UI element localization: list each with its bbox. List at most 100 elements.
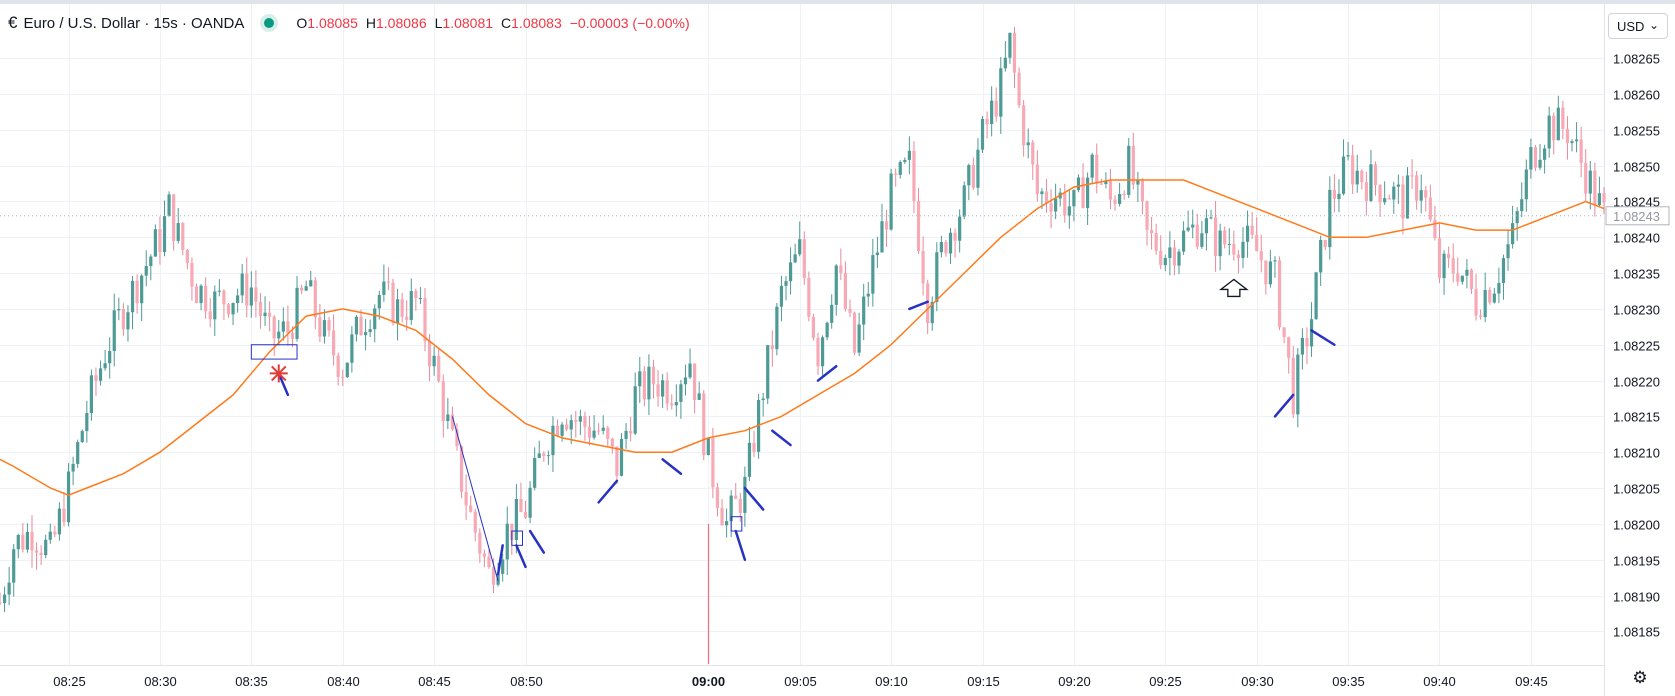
last-price-label: 1.08243 (0, 206, 1670, 226)
candle-body (263, 312, 267, 317)
candle-body (921, 251, 925, 284)
candle-body (1474, 288, 1478, 316)
candle-body (1597, 193, 1602, 206)
price-tick-label: 1.08220 (1613, 375, 1660, 390)
candle-body (1506, 244, 1510, 259)
candle-body (798, 239, 802, 255)
candle-body (501, 559, 505, 574)
candle-body (706, 437, 710, 456)
candle-body (222, 290, 226, 305)
candle-body (135, 280, 139, 304)
candle-body (1524, 169, 1528, 200)
candle-body (1273, 260, 1277, 262)
candle-body (1076, 177, 1081, 191)
candle-body (1259, 251, 1263, 261)
low-value: 1.08081 (442, 15, 494, 31)
candle-body (587, 426, 592, 438)
high-label: H (365, 15, 376, 31)
candle-body (702, 393, 706, 456)
candle-body (679, 384, 683, 402)
candle-body (1172, 247, 1177, 266)
chevron-down-icon: ⌄ (1648, 18, 1659, 32)
candle-body (1501, 258, 1506, 283)
candle-body (852, 312, 857, 353)
candle-body (1465, 269, 1469, 276)
candle-body (437, 355, 441, 382)
candle-body (1401, 184, 1405, 219)
candle-body (578, 416, 582, 422)
candle-body (1579, 139, 1583, 163)
candle-body (1383, 198, 1387, 203)
drawing-tick-line (816, 364, 838, 382)
drawing-tick-line (908, 300, 929, 311)
candle-body (912, 150, 916, 201)
time-tick-label: 08:40 (327, 674, 360, 689)
close-label: C (501, 15, 512, 31)
candle-body (1118, 193, 1122, 204)
candle-body (181, 223, 185, 251)
candle-body (597, 430, 601, 432)
last-price-text: 1.08243 (1613, 209, 1660, 224)
candle-body (775, 306, 779, 350)
candle-body (76, 442, 80, 464)
low-label: L (434, 15, 443, 31)
candle-body (1360, 170, 1364, 183)
candle-body (327, 320, 331, 331)
price-tick-label: 1.08185 (1613, 625, 1660, 640)
candle-body (126, 312, 130, 330)
candle-body (990, 100, 994, 125)
candle-body (537, 453, 541, 459)
candle-body (1300, 337, 1304, 355)
candle-body (944, 242, 948, 254)
currency-button[interactable]: USD ⌄ (1608, 13, 1668, 39)
currency-label: USD (1617, 18, 1645, 34)
symbol-title[interactable]: Euro / U.S. Dollar · 15s · OANDA (23, 14, 245, 32)
candle-body (715, 487, 720, 508)
candle-body (391, 282, 395, 324)
time-tick-label: 09:30 (1241, 674, 1274, 689)
candle-body (1488, 290, 1492, 303)
candle-body (1163, 258, 1167, 266)
candle-body (857, 324, 861, 353)
time-tick-label: 09:10 (875, 674, 908, 689)
candle-body (866, 293, 870, 297)
candle-body (1346, 155, 1350, 157)
candle-body (1469, 269, 1474, 289)
candle-body (30, 532, 34, 551)
candle-body (1497, 282, 1501, 294)
candle-body (226, 304, 231, 315)
candle-body (971, 165, 975, 188)
price-chart[interactable]: 1.082651.082601.082551.082501.082451.082… (0, 4, 1675, 696)
candle-body (62, 508, 66, 523)
candle-body (862, 296, 866, 325)
candle-body (693, 363, 697, 400)
candle-body (121, 309, 125, 330)
candle-body (167, 194, 171, 217)
gear-icon[interactable]: ⚙ (1632, 668, 1648, 687)
candle-body (2, 594, 7, 604)
candle-body (309, 280, 313, 287)
candle-body (948, 232, 953, 254)
candle-body (286, 321, 290, 333)
candle-body (642, 371, 646, 400)
candle-body (1351, 155, 1355, 185)
candle-body (697, 393, 701, 400)
candle-body (1031, 142, 1035, 165)
candle-body (231, 303, 235, 315)
candle-body (478, 532, 482, 554)
candle-body (1511, 223, 1515, 245)
market-status-icon[interactable] (264, 18, 275, 28)
candle-body (1104, 181, 1108, 185)
candle-body (1136, 180, 1140, 185)
candle-body (1405, 175, 1410, 219)
price-tick-label: 1.08265 (1613, 52, 1660, 67)
candle-body (601, 427, 605, 431)
candle-body (98, 368, 103, 381)
candle-body (1195, 224, 1199, 247)
candle-body (766, 345, 770, 399)
candle-body (300, 287, 304, 291)
time-tick-label: 09:45 (1515, 674, 1548, 689)
candle-body (720, 507, 724, 526)
candle-body (1099, 183, 1103, 185)
candle-body (1017, 72, 1021, 106)
